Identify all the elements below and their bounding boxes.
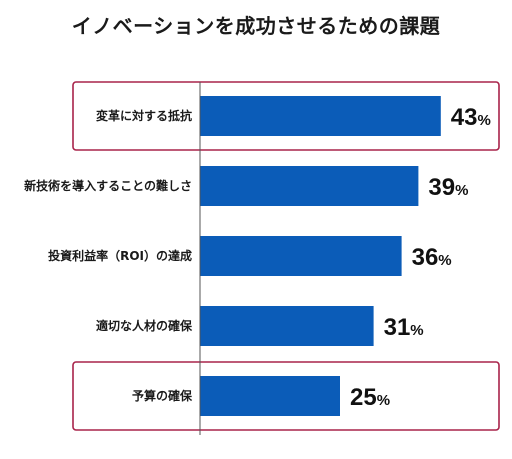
value-unit: % (438, 252, 451, 269)
value-label: 31% (384, 314, 424, 341)
bar (200, 306, 374, 346)
chart-title: イノベーションを成功させるための課題 (71, 14, 441, 38)
value-label: 36% (412, 244, 452, 271)
highlight-boxes (72, 81, 500, 431)
category-labels: 変革に対する抵抗新技術を導入することの難しさ投資利益率（ROI）の達成適切な人材… (24, 108, 193, 403)
bar (200, 376, 340, 416)
category-label: 予算の確保 (132, 388, 193, 403)
value-unit: % (455, 182, 468, 199)
category-label: 適切な人材の確保 (96, 318, 193, 333)
bar (200, 166, 419, 206)
category-label: 変革に対する抵抗 (96, 108, 192, 123)
bar (200, 96, 441, 136)
highlight-box (72, 81, 500, 151)
bar (200, 236, 402, 276)
value-unit: % (377, 392, 390, 409)
value-label: 25% (350, 384, 390, 411)
value-label: 39% (428, 174, 468, 201)
category-label: 新技術を導入することの難しさ (24, 178, 192, 193)
value-unit: % (478, 112, 491, 129)
highlight-box (72, 361, 500, 431)
value-label: 43% (451, 104, 491, 131)
category-label: 投資利益率（ROI）の達成 (48, 248, 192, 263)
bars (200, 96, 441, 416)
value-unit: % (410, 322, 423, 339)
